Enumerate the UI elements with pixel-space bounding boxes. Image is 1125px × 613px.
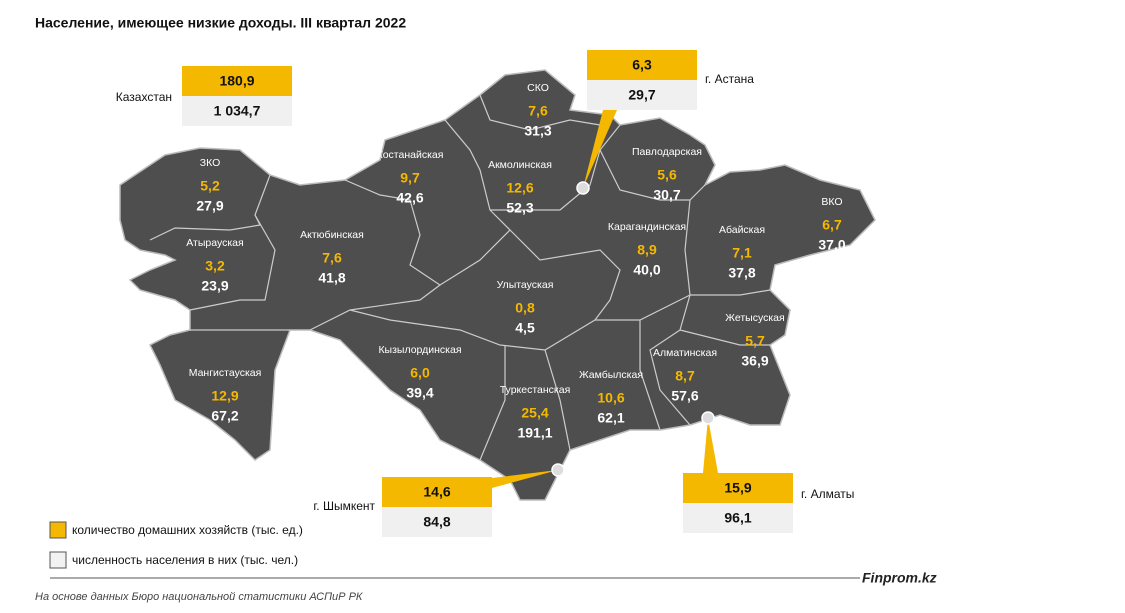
- region-population: 42,6: [396, 190, 423, 206]
- region-name: Алматинская: [653, 347, 717, 359]
- region-name: Абайская: [719, 224, 765, 236]
- region-households: 12,9: [211, 388, 238, 404]
- region-households: 7,1: [732, 245, 752, 261]
- region-population: 30,7: [653, 187, 680, 203]
- region-name: Акмолинская: [488, 159, 552, 171]
- region-households: 0,8: [515, 300, 535, 316]
- region-households: 25,4: [521, 405, 548, 421]
- box-population: [587, 80, 697, 110]
- legend-swatch: [49, 521, 67, 539]
- legend-label: численность населения в них (тыс. чел.): [72, 553, 298, 567]
- box-households: [182, 66, 292, 96]
- title: Население, имеющее низкие доходы. III кв…: [35, 15, 406, 31]
- box-households: [382, 477, 492, 507]
- region-households: 5,7: [745, 333, 765, 349]
- region-name: Жетысуская: [725, 312, 784, 324]
- region-name: ЗКО: [200, 157, 221, 169]
- box-population: [182, 96, 292, 126]
- region-name: СКО: [527, 82, 549, 94]
- box-households-value: 6,3: [632, 57, 652, 73]
- box-population-value: 29,7: [628, 87, 655, 103]
- region-name: Атырауская: [186, 237, 243, 249]
- pointers: [492, 110, 718, 488]
- region-population: 23,9: [201, 278, 228, 294]
- region-population: 37,0: [818, 237, 845, 253]
- region-population: 31,3: [524, 123, 551, 139]
- box-label: Казахстан: [116, 90, 172, 104]
- box-households: [587, 50, 697, 80]
- box-label: г. Шымкент: [313, 499, 375, 513]
- region-households: 3,2: [205, 258, 225, 274]
- region-households: 6,0: [410, 365, 430, 381]
- region-households: 8,7: [675, 368, 695, 384]
- region-households: 5,2: [200, 178, 220, 194]
- region-households: 8,9: [637, 242, 657, 258]
- region-name: ВКО: [821, 196, 842, 208]
- region-population: 57,6: [671, 388, 698, 404]
- region-name: Павлодарская: [632, 146, 702, 158]
- region-name: Улытауская: [497, 279, 554, 291]
- box-population-value: 96,1: [724, 510, 751, 526]
- box-population-value: 1 034,7: [214, 103, 261, 119]
- brand: Finprom.kz: [862, 570, 937, 586]
- region-population: 41,8: [318, 270, 345, 286]
- box-population-value: 84,8: [423, 514, 450, 530]
- region-name: Карагандинская: [608, 221, 686, 233]
- legend-label: количество домашних хозяйств (тыс. ед.): [72, 523, 303, 537]
- region-name: Кызылординская: [378, 344, 461, 356]
- region-population: 52,3: [506, 200, 533, 216]
- region-population: 39,4: [406, 385, 433, 401]
- region-households: 10,6: [597, 390, 624, 406]
- region-households: 7,6: [322, 250, 342, 266]
- box-population: [683, 503, 793, 533]
- box-label: г. Алматы: [801, 487, 854, 501]
- region-population: 27,9: [196, 198, 223, 214]
- region-households: 12,6: [506, 180, 533, 196]
- box-label: г. Астана: [705, 72, 754, 86]
- region-population: 191,1: [517, 425, 552, 441]
- region-households: 7,6: [528, 103, 548, 119]
- region-households: 9,7: [400, 170, 420, 186]
- country-map: [119, 69, 876, 501]
- box-households-value: 15,9: [724, 480, 751, 496]
- source: На основе данных Бюро национальной стати…: [35, 591, 363, 603]
- region-name: Жамбылская: [579, 369, 643, 381]
- region-name: Туркестанская: [500, 384, 571, 396]
- region-population: 37,8: [728, 265, 755, 281]
- box-households-value: 14,6: [423, 484, 450, 500]
- region-name: Костанайская: [377, 149, 444, 161]
- box-households: [683, 473, 793, 503]
- region-population: 36,9: [741, 353, 768, 369]
- region-name: Мангистауская: [189, 367, 262, 379]
- legend-swatch: [49, 551, 67, 569]
- region-name: Актюбинская: [300, 229, 364, 241]
- box-population: [382, 507, 492, 537]
- region-households: 6,7: [822, 217, 842, 233]
- region-population: 67,2: [211, 408, 238, 424]
- region-population: 4,5: [515, 320, 535, 336]
- region-population: 62,1: [597, 410, 624, 426]
- region-population: 40,0: [633, 262, 660, 278]
- region-households: 5,6: [657, 167, 677, 183]
- box-households-value: 180,9: [219, 73, 254, 89]
- region-borders: [149, 94, 771, 461]
